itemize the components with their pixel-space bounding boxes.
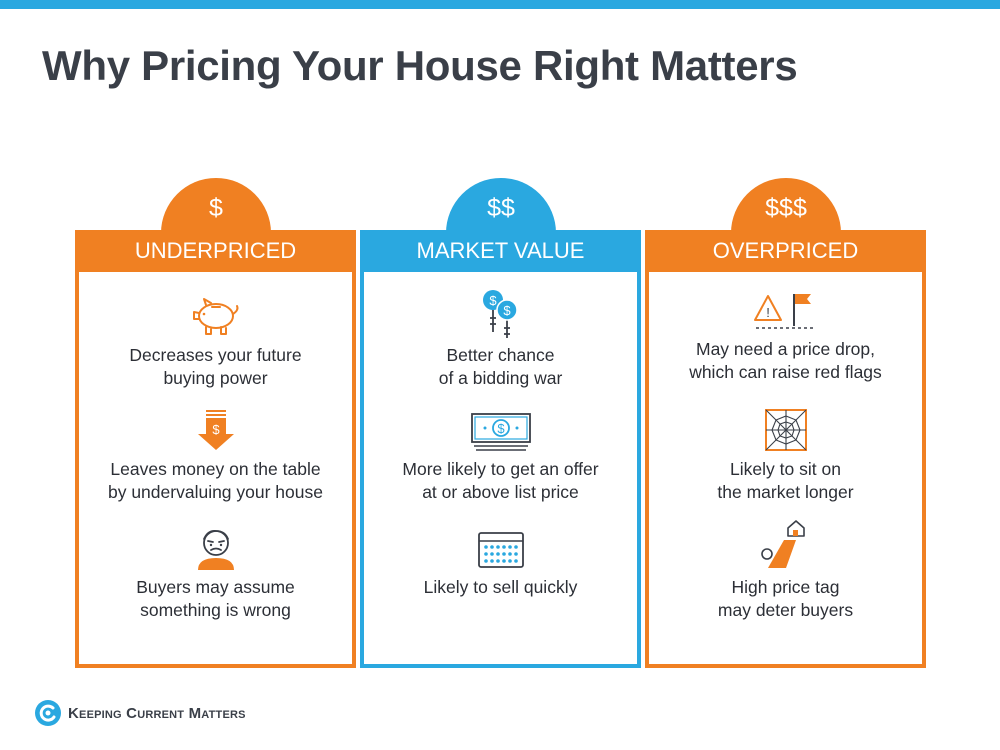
column-body: $ $ Better chance of a bidding war $ Mor… [360,272,641,668]
money-down-arrow-icon: $ [197,410,234,450]
list-item: Decreases your future buying power [79,294,352,390]
underpriced-column: $ UNDERPRICED Decreases your future buyi… [75,178,356,668]
list-item: High price tag may deter buyers [649,518,922,622]
column-body: ! May need a price drop, which can raise… [645,272,926,668]
item-text: Decreases your future buying power [129,345,302,388]
list-item: $ More likely to get an offer at or abov… [364,412,637,504]
market-value-column: $ $ MARKET VALUE $ $ Better chance of a b… [360,178,641,668]
column-heading: MARKET VALUE [360,230,641,272]
page-title: Why Pricing Your House Right Matters [42,42,798,89]
piggy-bank-icon [192,298,238,335]
list-item: Likely to sell quickly [364,530,637,599]
dollar-bill-icon: $ [470,413,531,451]
item-text: Buyers may assume something is wrong [136,577,295,620]
item-text: May need a price drop, which can raise r… [689,339,882,382]
list-item: ! May need a price drop, which can raise… [649,290,922,384]
brand-footer: Keeping Current Matters [34,698,246,728]
item-text: More likely to get an offer at or above … [402,459,599,502]
list-item: $ Leaves money on the table by undervalu… [79,410,352,504]
column-body: Decreases your future buying power $ Lea… [75,272,356,668]
price-slide-icon [760,520,805,568]
svg-text:$: $ [212,422,220,437]
item-text: Leaves money on the table by undervaluin… [107,459,323,502]
item-text: Better chance of a bidding war [438,345,563,388]
list-item: Buyers may assume something is wrong [79,526,352,622]
svg-text:$: $ [489,293,497,308]
worried-face-icon [197,530,234,570]
calendar-icon [477,532,524,568]
item-text: Likely to sit on the market longer [717,459,854,502]
kcm-swirl-logo [35,700,61,726]
svg-text:$: $ [503,303,511,318]
list-item: Likely to sit on the market longer [649,408,922,504]
overpriced-column: $$$ OVERPRICED ! May need a price drop, … [645,178,926,668]
top-accent-bar [0,0,1000,9]
cobweb-icon [764,409,807,451]
item-text: High price tag may deter buyers [717,577,854,620]
svg-text:$: $ [497,421,505,436]
item-text: Likely to sell quickly [423,577,578,597]
svg-text:!: ! [766,305,770,320]
warning-flag-icon: ! [753,294,814,329]
column-heading: OVERPRICED [645,230,926,272]
list-item: $ $ Better chance of a bidding war [364,288,637,390]
column-heading: UNDERPRICED [75,230,356,272]
bidding-paddles-icon: $ $ [482,290,518,338]
brand-name: Keeping Current Matters [68,704,246,722]
